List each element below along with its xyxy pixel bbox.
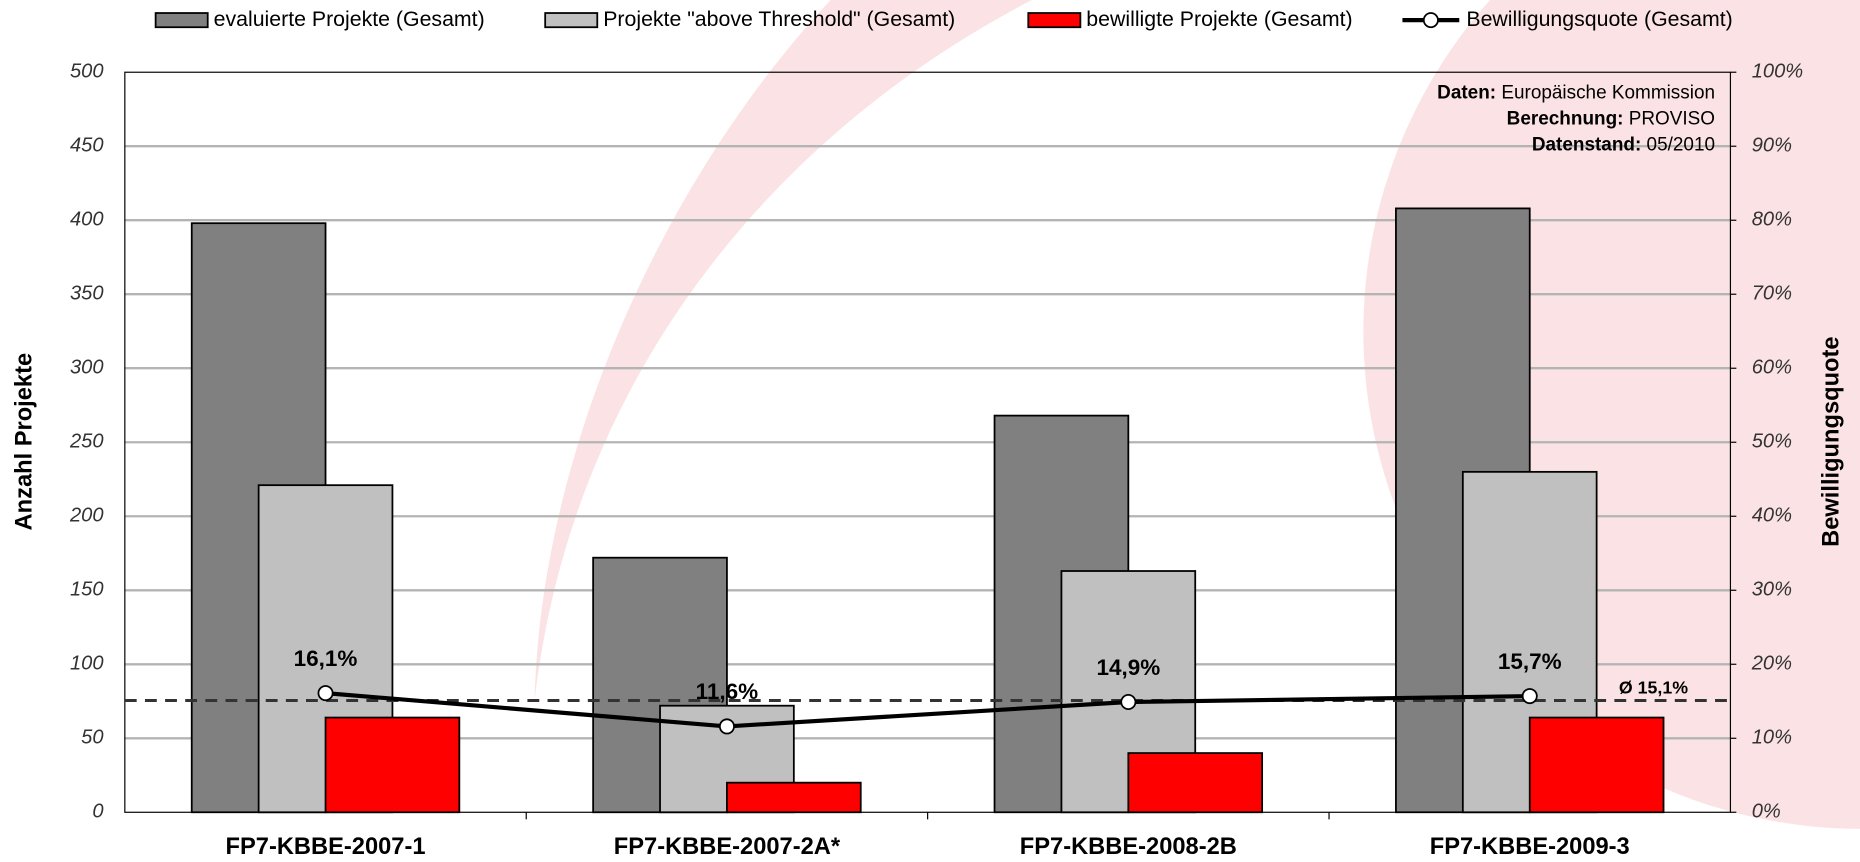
x-tick-label: FP7-KBBE-2008-2B — [1020, 834, 1237, 860]
source-label: Datenstand: — [1532, 135, 1647, 156]
y-tick-label: 150 — [70, 579, 104, 601]
y-axis-label: Anzahl Projekte — [12, 353, 38, 531]
y2-tick-label: 30% — [1752, 579, 1792, 601]
source-label: Berechnung: — [1507, 109, 1629, 130]
source-note: Daten: Europäische Kommission — [1437, 83, 1715, 104]
y-tick-label: 0 — [92, 801, 104, 823]
bar — [324, 716, 461, 814]
y2-tick-label: 20% — [1751, 653, 1792, 675]
y-tick-label: 450 — [70, 135, 104, 157]
legend-swatch — [154, 12, 209, 29]
bar — [726, 781, 862, 814]
y2-tick-label: 60% — [1752, 357, 1792, 379]
line-point — [1521, 688, 1538, 705]
bar — [1528, 716, 1665, 814]
line — [325, 691, 1530, 729]
y2-axis-label: Bewilligungsquote — [1819, 336, 1845, 546]
x-tick-label: FP7-KBBE-2009-3 — [1430, 834, 1630, 860]
y-tick-label: 500 — [70, 61, 104, 83]
legend-swatch — [1027, 12, 1082, 29]
source-text: Europäische Kommission — [1501, 83, 1715, 104]
x-tick-label: FP7-KBBE-2007-2A* — [614, 834, 841, 860]
legend-swatch — [544, 12, 599, 29]
line-point — [718, 718, 735, 735]
legend-label: Projekte "above Threshold" (Gesamt) — [603, 7, 955, 31]
line-point — [1120, 694, 1137, 710]
data-label: 16,1% — [294, 646, 358, 671]
source-label: Daten: — [1437, 83, 1501, 104]
legend-swatch-point — [1422, 12, 1439, 29]
legend-label: Bewilligungsquote (Gesamt) — [1466, 7, 1732, 31]
y2-tick-label: 0% — [1752, 801, 1781, 823]
y2-tick-label: 10% — [1752, 727, 1792, 749]
y-tick-label: 400 — [70, 209, 104, 231]
data-label: 11,6% — [696, 679, 759, 704]
bar — [1127, 752, 1264, 814]
y2-tick-label: 40% — [1752, 505, 1792, 527]
y2-tick-label: 100% — [1752, 61, 1804, 83]
legend-label: evaluierte Projekte (Gesamt) — [214, 7, 485, 31]
data-label: 14,9% — [1096, 655, 1160, 680]
y2-tick-label: 70% — [1752, 283, 1792, 305]
y2-tick-label: 50% — [1752, 431, 1792, 453]
y-tick-label: 50 — [81, 727, 104, 749]
source-note: Datenstand: 05/2010 — [1532, 135, 1715, 156]
line-point — [317, 685, 334, 702]
average-label: Ø 15,1% — [1619, 677, 1688, 697]
y-tick-label: 250 — [69, 431, 104, 453]
y2-tick-label: 90% — [1752, 135, 1792, 157]
source-note: Berechnung: PROVISO — [1507, 109, 1715, 130]
y-tick-label: 100 — [70, 653, 104, 675]
source-text: PROVISO — [1629, 109, 1715, 130]
data-label: 15,7% — [1498, 649, 1562, 674]
y-tick-label: 300 — [70, 357, 104, 379]
y2-tick-label: 80% — [1752, 209, 1792, 231]
legend-label: bewilligte Projekte (Gesamt) — [1086, 7, 1352, 31]
y-tick-label: 350 — [70, 283, 104, 305]
source-text: 05/2010 — [1647, 135, 1715, 156]
y-tick-label: 200 — [69, 505, 104, 527]
plot: 0 50 100 150 200 250 300 350 400 450 500 0% 10% 20% 30… — [69, 61, 1803, 861]
x-tick-label: FP7-KBBE-2007-1 — [226, 834, 426, 860]
